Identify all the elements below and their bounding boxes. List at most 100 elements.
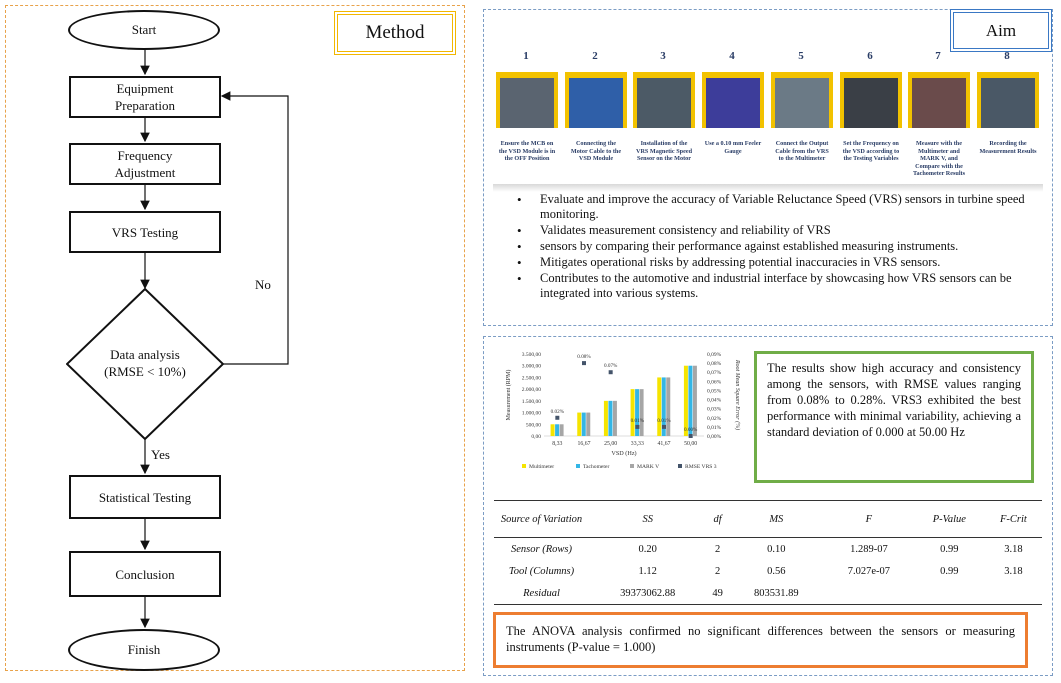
legend-label: MARK V <box>637 464 659 470</box>
step-number: 4 <box>729 50 735 62</box>
legend-label: Tachometer <box>583 464 609 470</box>
rmse-point <box>635 424 640 429</box>
rmse-data-label: 0.07% <box>604 363 618 369</box>
anova-header: MS <box>728 500 824 538</box>
aim-bullet: Evaluate and improve the accuracy of Var… <box>513 192 1045 222</box>
rmse-data-label: 0.00% <box>684 427 698 433</box>
step-card: Recording the Measurement Results <box>977 72 1039 184</box>
table-cell: 0.20 <box>638 543 657 555</box>
bar-multimeter <box>657 377 662 436</box>
step-card: Connecting the Motor Cable to the VSD Mo… <box>565 72 627 184</box>
anova-header: F <box>823 500 914 538</box>
y-tick-label: 1.000,00 <box>522 411 542 417</box>
decision-label: Data analysis (RMSE < 10%) <box>104 347 186 379</box>
rmse-data-label: 0.01% <box>631 418 645 424</box>
step-photo <box>981 78 1035 128</box>
step-photo <box>912 78 966 128</box>
bar-mark-v <box>639 389 644 436</box>
y-tick-label: 1.500,00 <box>522 399 542 405</box>
rmse-data-label: 0.08% <box>577 354 591 360</box>
table-cell: 7.027e-07 <box>847 565 891 577</box>
table-cell: Sensor (Rows) <box>511 543 572 555</box>
anova-conclusion: The ANOVA analysis confirmed no signific… <box>493 612 1028 668</box>
legend-swatch <box>576 464 580 468</box>
finish-node: Finish <box>68 629 220 671</box>
aim-tag: Aim <box>950 9 1052 52</box>
rmse-data-label: 0.01% <box>657 418 671 424</box>
equipment-preparation-node: Equipment Preparation <box>69 76 221 118</box>
bar-tachometer <box>608 400 613 436</box>
y2-tick-label: 0,08% <box>707 361 722 367</box>
statistical-testing-node: Statistical Testing <box>69 475 221 519</box>
legend-label: RMSE VRS 3 <box>685 464 717 470</box>
table-cell: 1.289-07 <box>850 543 888 555</box>
step-caption: Recording the Measurement Results <box>979 140 1037 155</box>
aim-bullet: Validates measurement consistency and re… <box>513 223 1045 238</box>
legend-swatch <box>522 464 526 468</box>
step-caption: Installation of the VRS Magnetic Speed S… <box>635 140 693 162</box>
step-card: Use a 0.10 mm Feeler Gauge <box>702 72 764 184</box>
step-card: Measure with the Multimeter and MARK V, … <box>908 72 970 184</box>
step-caption: Use a 0.10 mm Feeler Gauge <box>704 140 762 155</box>
anova-header: F-Crit <box>984 500 1042 538</box>
aim-panel <box>483 9 1053 326</box>
bar-mark-v <box>666 377 671 436</box>
bar-tachometer <box>555 424 560 436</box>
table-cell: 803531.89 <box>728 582 824 605</box>
table-cell: Residual <box>494 582 589 605</box>
step-card: Connect the Output Cable from the VRS to… <box>771 72 833 184</box>
bar-mark-v <box>612 400 617 436</box>
step-card: Installation of the VRS Magnetic Speed S… <box>633 72 695 184</box>
anova-header: SS <box>589 500 707 538</box>
table-cell: 0.10 <box>767 543 786 555</box>
rmse-point <box>662 424 666 429</box>
conclusion-node: Conclusion <box>69 551 221 597</box>
step-photo <box>637 78 691 128</box>
method-panel <box>5 5 465 671</box>
bar-tachometer <box>661 377 666 436</box>
y2-axis-title: Root Mean Square Error (%) <box>734 359 741 430</box>
rmse-point <box>582 361 586 366</box>
anova-header: df <box>706 500 729 538</box>
x-tick-label: 33,33 <box>631 441 644 447</box>
decision-diamond <box>66 288 224 440</box>
measurement-chart: 0,00 500,00 1.000,00 1.500,00 2.000,00 2.500,… <box>505 352 741 470</box>
step-number: 3 <box>660 50 666 62</box>
step-photo <box>775 78 829 128</box>
legend-swatch <box>678 464 682 468</box>
flowchart-connectors <box>140 48 289 629</box>
bar-multimeter <box>603 400 608 436</box>
bar-multimeter <box>577 412 582 436</box>
y2-tick-label: 0,06% <box>707 379 722 385</box>
table-cell: 3.18 <box>1004 565 1023 577</box>
table-row: Residual 39373062.88 49 803531.89 <box>494 582 1042 605</box>
y2-tick-label: 0,09% <box>707 352 722 358</box>
bar-mark-v <box>586 412 591 436</box>
x-tick-label: 50,00 <box>684 441 697 447</box>
table-row: Sensor (Rows) 0.20 2 0.10 1.289-07 0.99 … <box>494 538 1042 561</box>
table-cell: 39373062.88 <box>589 582 707 605</box>
step-caption: Ensure the MCB on the VSD Module is in t… <box>498 140 556 162</box>
x-tick-label: 16,67 <box>577 441 590 447</box>
bar-multimeter <box>550 424 555 436</box>
legend-label: Multimeter <box>529 464 554 470</box>
y2-tick-label: 0,03% <box>707 407 722 413</box>
step-number: 6 <box>867 50 873 62</box>
table-cell: 49 <box>706 582 729 605</box>
frequency-adjustment-node: Frequency Adjustment <box>69 143 221 185</box>
rmse-data-label: 0.02% <box>551 409 565 415</box>
step-number: 7 <box>935 50 941 62</box>
bar-tachometer <box>635 389 640 436</box>
step-number: 2 <box>592 50 598 62</box>
yes-label: Yes <box>151 447 170 462</box>
no-label: No <box>255 277 271 292</box>
y2-tick-label: 0,01% <box>707 425 722 431</box>
y-axis-title: Measurement (RPM) <box>505 370 512 421</box>
steps-shadow <box>493 184 1043 192</box>
vrs-testing-node: VRS Testing <box>69 211 221 253</box>
table-row: Tool (Columns) 1.12 2 0.56 7.027e-07 0.9… <box>494 560 1042 582</box>
step-caption: Measure with the Multimeter and MARK V, … <box>912 140 966 177</box>
anova-table: Source of Variation SS df MS F P-Value F… <box>494 500 1042 605</box>
start-node: Start <box>68 10 220 50</box>
y-tick-label: 2.500,00 <box>522 375 542 381</box>
